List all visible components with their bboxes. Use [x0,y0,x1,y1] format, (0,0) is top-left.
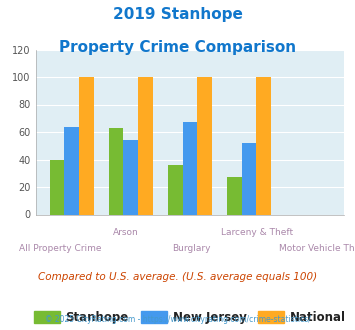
Bar [256,77,271,214]
Bar [168,165,182,214]
Bar [197,77,212,214]
Text: Larceny & Theft: Larceny & Theft [221,228,293,237]
Text: Compared to U.S. average. (U.S. average equals 100): Compared to U.S. average. (U.S. average … [38,272,317,282]
Text: Arson: Arson [113,228,139,237]
Text: 2019 Stanhope: 2019 Stanhope [113,7,242,21]
Text: © 2025 CityRating.com - https://www.cityrating.com/crime-statistics/: © 2025 CityRating.com - https://www.city… [45,315,310,324]
Bar [109,128,124,214]
Bar [182,122,197,214]
Legend: Stanhope, New Jersey, National: Stanhope, New Jersey, National [29,306,351,329]
Bar [50,159,64,214]
Text: Burglary: Burglary [172,244,211,253]
Bar [124,140,138,214]
Bar [242,143,256,214]
Bar [227,178,242,214]
Bar [79,77,94,214]
Bar [138,77,153,214]
Bar [64,126,79,214]
Text: All Property Crime: All Property Crime [19,244,102,253]
Text: Motor Vehicle Theft: Motor Vehicle Theft [279,244,355,253]
Text: Property Crime Comparison: Property Crime Comparison [59,40,296,54]
